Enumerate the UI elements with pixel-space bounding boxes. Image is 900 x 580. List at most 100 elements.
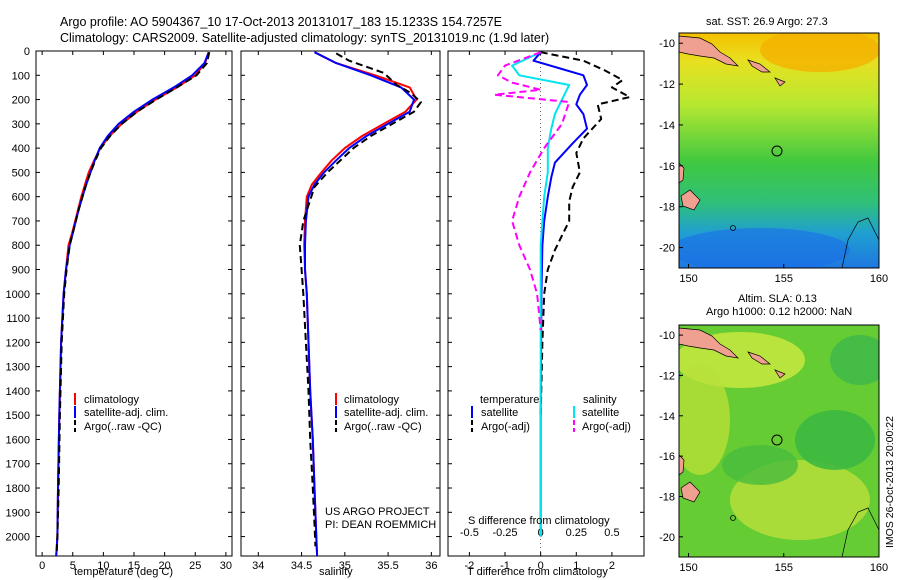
title-line-2: Climatology: CARS2009. Satellite-adjuste… bbox=[60, 31, 549, 45]
top-tick-label: 0.5 bbox=[604, 527, 619, 539]
salinity-legend: climatology satellite-adj. clim. Argo(..… bbox=[335, 393, 428, 433]
sst-cool-patch bbox=[679, 228, 850, 268]
sst-land-australia bbox=[679, 162, 701, 211]
series-line-satellite-adj-clim bbox=[55, 51, 210, 557]
map-y-tick-label: -16 bbox=[659, 161, 675, 173]
x-tick-label: 0 bbox=[39, 560, 45, 572]
sla-land-png bbox=[679, 327, 740, 359]
legend-label-sal-satellite: satellite bbox=[582, 407, 619, 419]
sst-land-png bbox=[679, 35, 740, 67]
sst-reef-contour bbox=[841, 217, 879, 268]
legend-label-satellite: satellite-adj. clim. bbox=[84, 407, 168, 419]
depth-tick-label: 900 bbox=[12, 265, 30, 277]
x-tick-label: 35 bbox=[339, 560, 351, 572]
series-line-climatology bbox=[55, 51, 210, 557]
series-line-argo-raw-qc bbox=[298, 52, 422, 547]
depth-tick-label: 1200 bbox=[6, 337, 30, 349]
map-y-tick-label: -20 bbox=[659, 532, 675, 544]
project-annotation: US ARGO PROJECT bbox=[325, 506, 430, 518]
depth-tick-label: 1600 bbox=[6, 434, 30, 446]
x-tick-label: 15 bbox=[128, 560, 140, 572]
depth-tick-label: 1700 bbox=[6, 459, 30, 471]
series-line-climatology bbox=[303, 51, 418, 557]
sst-warm-patch bbox=[760, 33, 879, 72]
depth-tick-label: 700 bbox=[12, 216, 30, 228]
x-tick-label: 10 bbox=[97, 560, 109, 572]
legend-label-temp-satellite: satellite bbox=[481, 407, 518, 419]
legend-group-salinity: salinity bbox=[583, 394, 617, 406]
map-x-tick-label: 160 bbox=[870, 562, 888, 574]
temperature-xlabel: temperature (deg C) bbox=[74, 566, 173, 578]
legend-label-climatology: climatology bbox=[84, 394, 140, 406]
sst-map bbox=[679, 33, 879, 268]
temperature-axes bbox=[35, 50, 233, 557]
depth-tick-label: 800 bbox=[12, 240, 30, 252]
legend-label-climatology: climatology bbox=[344, 394, 400, 406]
x-tick-label: 20 bbox=[159, 560, 171, 572]
top-tick-label: 0.25 bbox=[566, 527, 587, 539]
x-tick-label: 5 bbox=[70, 560, 76, 572]
legend-group-temperature: temperature bbox=[480, 394, 539, 406]
imos-timestamp: IMOS 26-Oct-2013 20:00:22 bbox=[884, 416, 896, 548]
depth-tick-label: 1000 bbox=[6, 289, 30, 301]
legend-label-sal-argo: Argo(-adj) bbox=[582, 421, 631, 433]
sla-map-title-1: Altim. SLA: 0.13 bbox=[738, 293, 817, 305]
series-line-satellite-salinity bbox=[511, 51, 571, 537]
map-y-tick-label: -14 bbox=[659, 120, 675, 132]
x-tick-label: -2 bbox=[464, 560, 474, 572]
map-y-tick-label: -18 bbox=[659, 202, 675, 214]
x-tick-label: -1 bbox=[500, 560, 510, 572]
series-line-argo-adj-salinity bbox=[493, 51, 571, 331]
top-tick-label: -0.25 bbox=[492, 527, 517, 539]
pi-annotation: PI: DEAN ROEMMICH bbox=[325, 519, 436, 531]
depth-tick-label: 1300 bbox=[6, 362, 30, 374]
temperature-legend: climatology satellite-adj. clim. Argo(..… bbox=[74, 393, 168, 433]
series-line-satellite-adj-clim bbox=[304, 51, 415, 557]
map-y-tick-label: -18 bbox=[659, 491, 675, 503]
x-tick-label: 2 bbox=[609, 560, 615, 572]
title-line-1: Argo profile: AO 5904367_10 17-Oct-2013 … bbox=[60, 15, 502, 29]
sst-small-marker bbox=[730, 225, 736, 231]
top-tick-label: -0.5 bbox=[460, 527, 479, 539]
sla-low-patch bbox=[795, 410, 875, 470]
depth-tick-label: 400 bbox=[12, 143, 30, 155]
legend-label-satellite: satellite-adj. clim. bbox=[344, 407, 428, 419]
map-x-tick-label: 150 bbox=[679, 562, 697, 574]
map-x-tick-label: 155 bbox=[775, 562, 793, 574]
x-tick-label: 1 bbox=[573, 560, 579, 572]
sst-profile-marker bbox=[771, 145, 783, 157]
sla-profile-marker bbox=[771, 434, 783, 446]
map-y-tick-label: -16 bbox=[659, 451, 675, 463]
map-y-tick-label: -20 bbox=[659, 243, 675, 255]
depth-tick-label: 300 bbox=[12, 119, 30, 131]
legend-label-argo: Argo(..raw -QC) bbox=[84, 421, 162, 433]
map-y-tick-label: -14 bbox=[659, 411, 675, 423]
x-tick-label: 35.5 bbox=[377, 560, 398, 572]
sla-map-title-2: Argo h1000: 0.12 h2000: NaN bbox=[706, 306, 852, 318]
depth-tick-label: 600 bbox=[12, 192, 30, 204]
salinity-xlabel: salinity bbox=[319, 566, 353, 578]
sst-map-ticks: 150 155 160 -10 -12 -14 -16 -18 -20 bbox=[659, 38, 888, 285]
x-tick-label: 36 bbox=[425, 560, 437, 572]
x-tick-label: 25 bbox=[189, 560, 201, 572]
map-y-tick-label: -12 bbox=[659, 79, 675, 91]
series-line-satellite-temperature bbox=[532, 51, 588, 537]
map-y-tick-label: -12 bbox=[659, 370, 675, 382]
map-x-tick-label: 150 bbox=[679, 273, 697, 285]
depth-tick-label: 1500 bbox=[6, 410, 30, 422]
sst-map-frame bbox=[678, 32, 880, 269]
depth-tick-label: 200 bbox=[12, 95, 30, 107]
temperature-plot: 0 5 10 15 20 25 30 bbox=[36, 50, 232, 572]
legend-label-argo: Argo(..raw -QC) bbox=[344, 421, 422, 433]
series-line-argo-raw-qc bbox=[55, 51, 211, 552]
sla-low-patch bbox=[722, 445, 798, 485]
difference-xlabel-top: S difference from climatology bbox=[468, 515, 610, 527]
depth-tick-labels: 0 100 200 300 400 500 600 700 800 900 1000 1100 1200… bbox=[6, 46, 30, 544]
depth-tick-label: 500 bbox=[12, 167, 30, 179]
sla-reef-contour bbox=[841, 507, 879, 557]
difference-xlabel: T difference from climatology bbox=[467, 566, 608, 578]
sla-small-marker bbox=[730, 515, 736, 521]
series-line-argo-adj-temperature bbox=[539, 51, 631, 416]
sla-land-islands bbox=[747, 351, 786, 379]
